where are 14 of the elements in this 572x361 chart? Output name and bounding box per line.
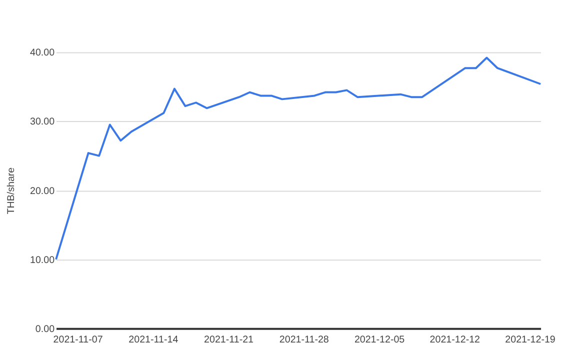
x-tick-label: 2021-11-07	[53, 334, 103, 346]
x-tick-label: 2021-12-05	[354, 334, 406, 346]
y-tick-label: 20.00	[30, 186, 56, 197]
x-tick-label: 2021-12-12	[430, 334, 480, 346]
line-series	[55, 56, 542, 260]
y-tick-label: 0.00	[35, 324, 56, 335]
x-tick-label: 2021-11-14	[128, 334, 179, 346]
x-tick-label: 2021-11-28	[279, 334, 330, 346]
y-tick-label: 30.00	[30, 116, 56, 128]
y-tick-label: 10.00	[30, 254, 56, 266]
x-tick-label: 2021-12-19	[505, 334, 556, 346]
y-axis-title: THB/share	[6, 166, 18, 214]
y-tick-label: 40.00	[30, 48, 56, 59]
x-tick-label: 2021-11-21	[204, 334, 254, 346]
